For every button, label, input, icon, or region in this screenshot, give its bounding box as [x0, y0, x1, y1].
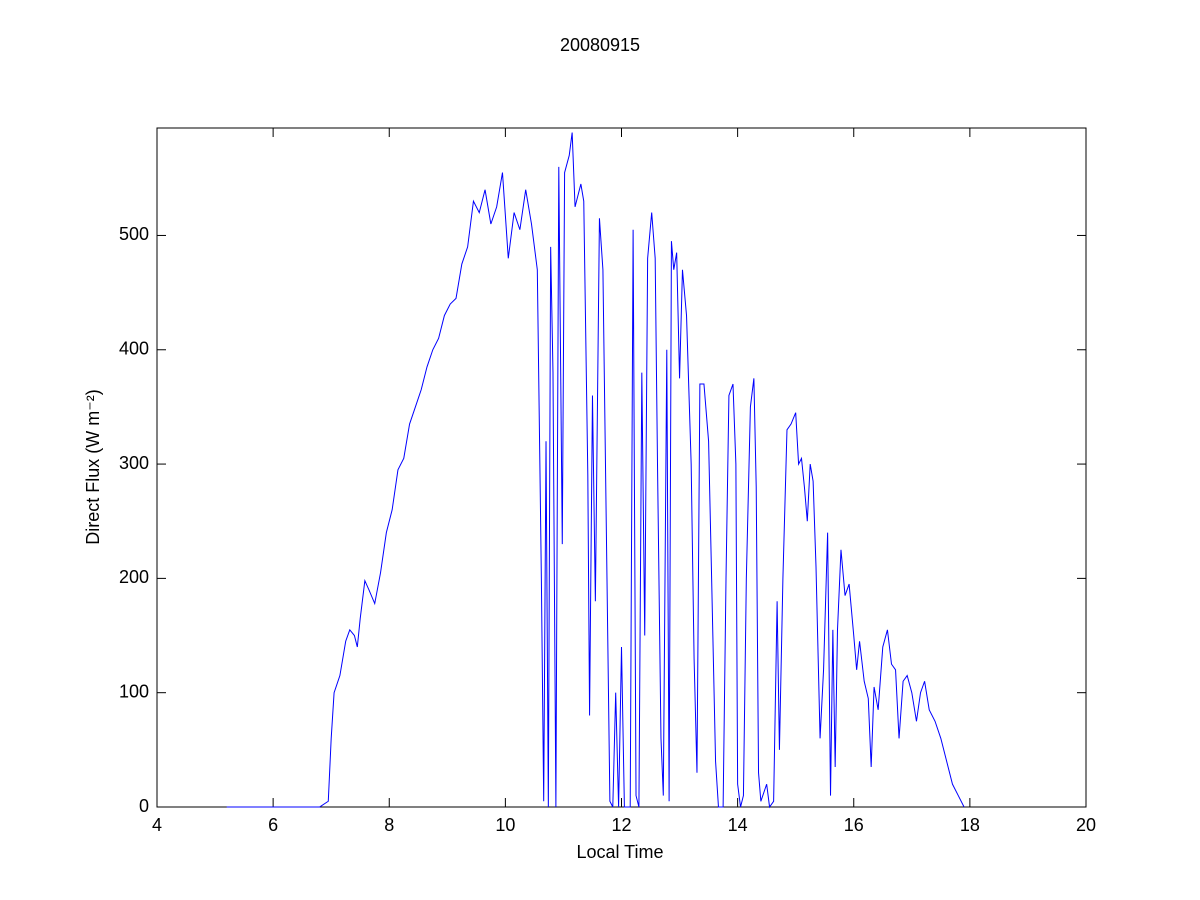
x-tick-label: 10: [495, 815, 515, 835]
x-tick-label: 16: [844, 815, 864, 835]
y-tick-label: 500: [119, 224, 149, 244]
chart-title: 20080915: [560, 35, 640, 55]
x-tick-label: 4: [152, 815, 162, 835]
x-tick-label: 18: [960, 815, 980, 835]
x-axis-label: Local Time: [576, 842, 663, 862]
y-tick-label: 100: [119, 681, 149, 701]
x-tick-label: 20: [1076, 815, 1096, 835]
x-tick-label: 12: [611, 815, 631, 835]
x-tick-label: 8: [384, 815, 394, 835]
y-axis-label: Direct Flux (W m⁻²): [83, 389, 103, 544]
y-tick-label: 0: [139, 796, 149, 816]
x-tick-label: 14: [728, 815, 748, 835]
y-tick-label: 200: [119, 567, 149, 587]
y-tick-label: 300: [119, 453, 149, 473]
y-tick-label: 400: [119, 339, 149, 359]
x-tick-label: 6: [268, 815, 278, 835]
line-series: [226, 132, 965, 809]
